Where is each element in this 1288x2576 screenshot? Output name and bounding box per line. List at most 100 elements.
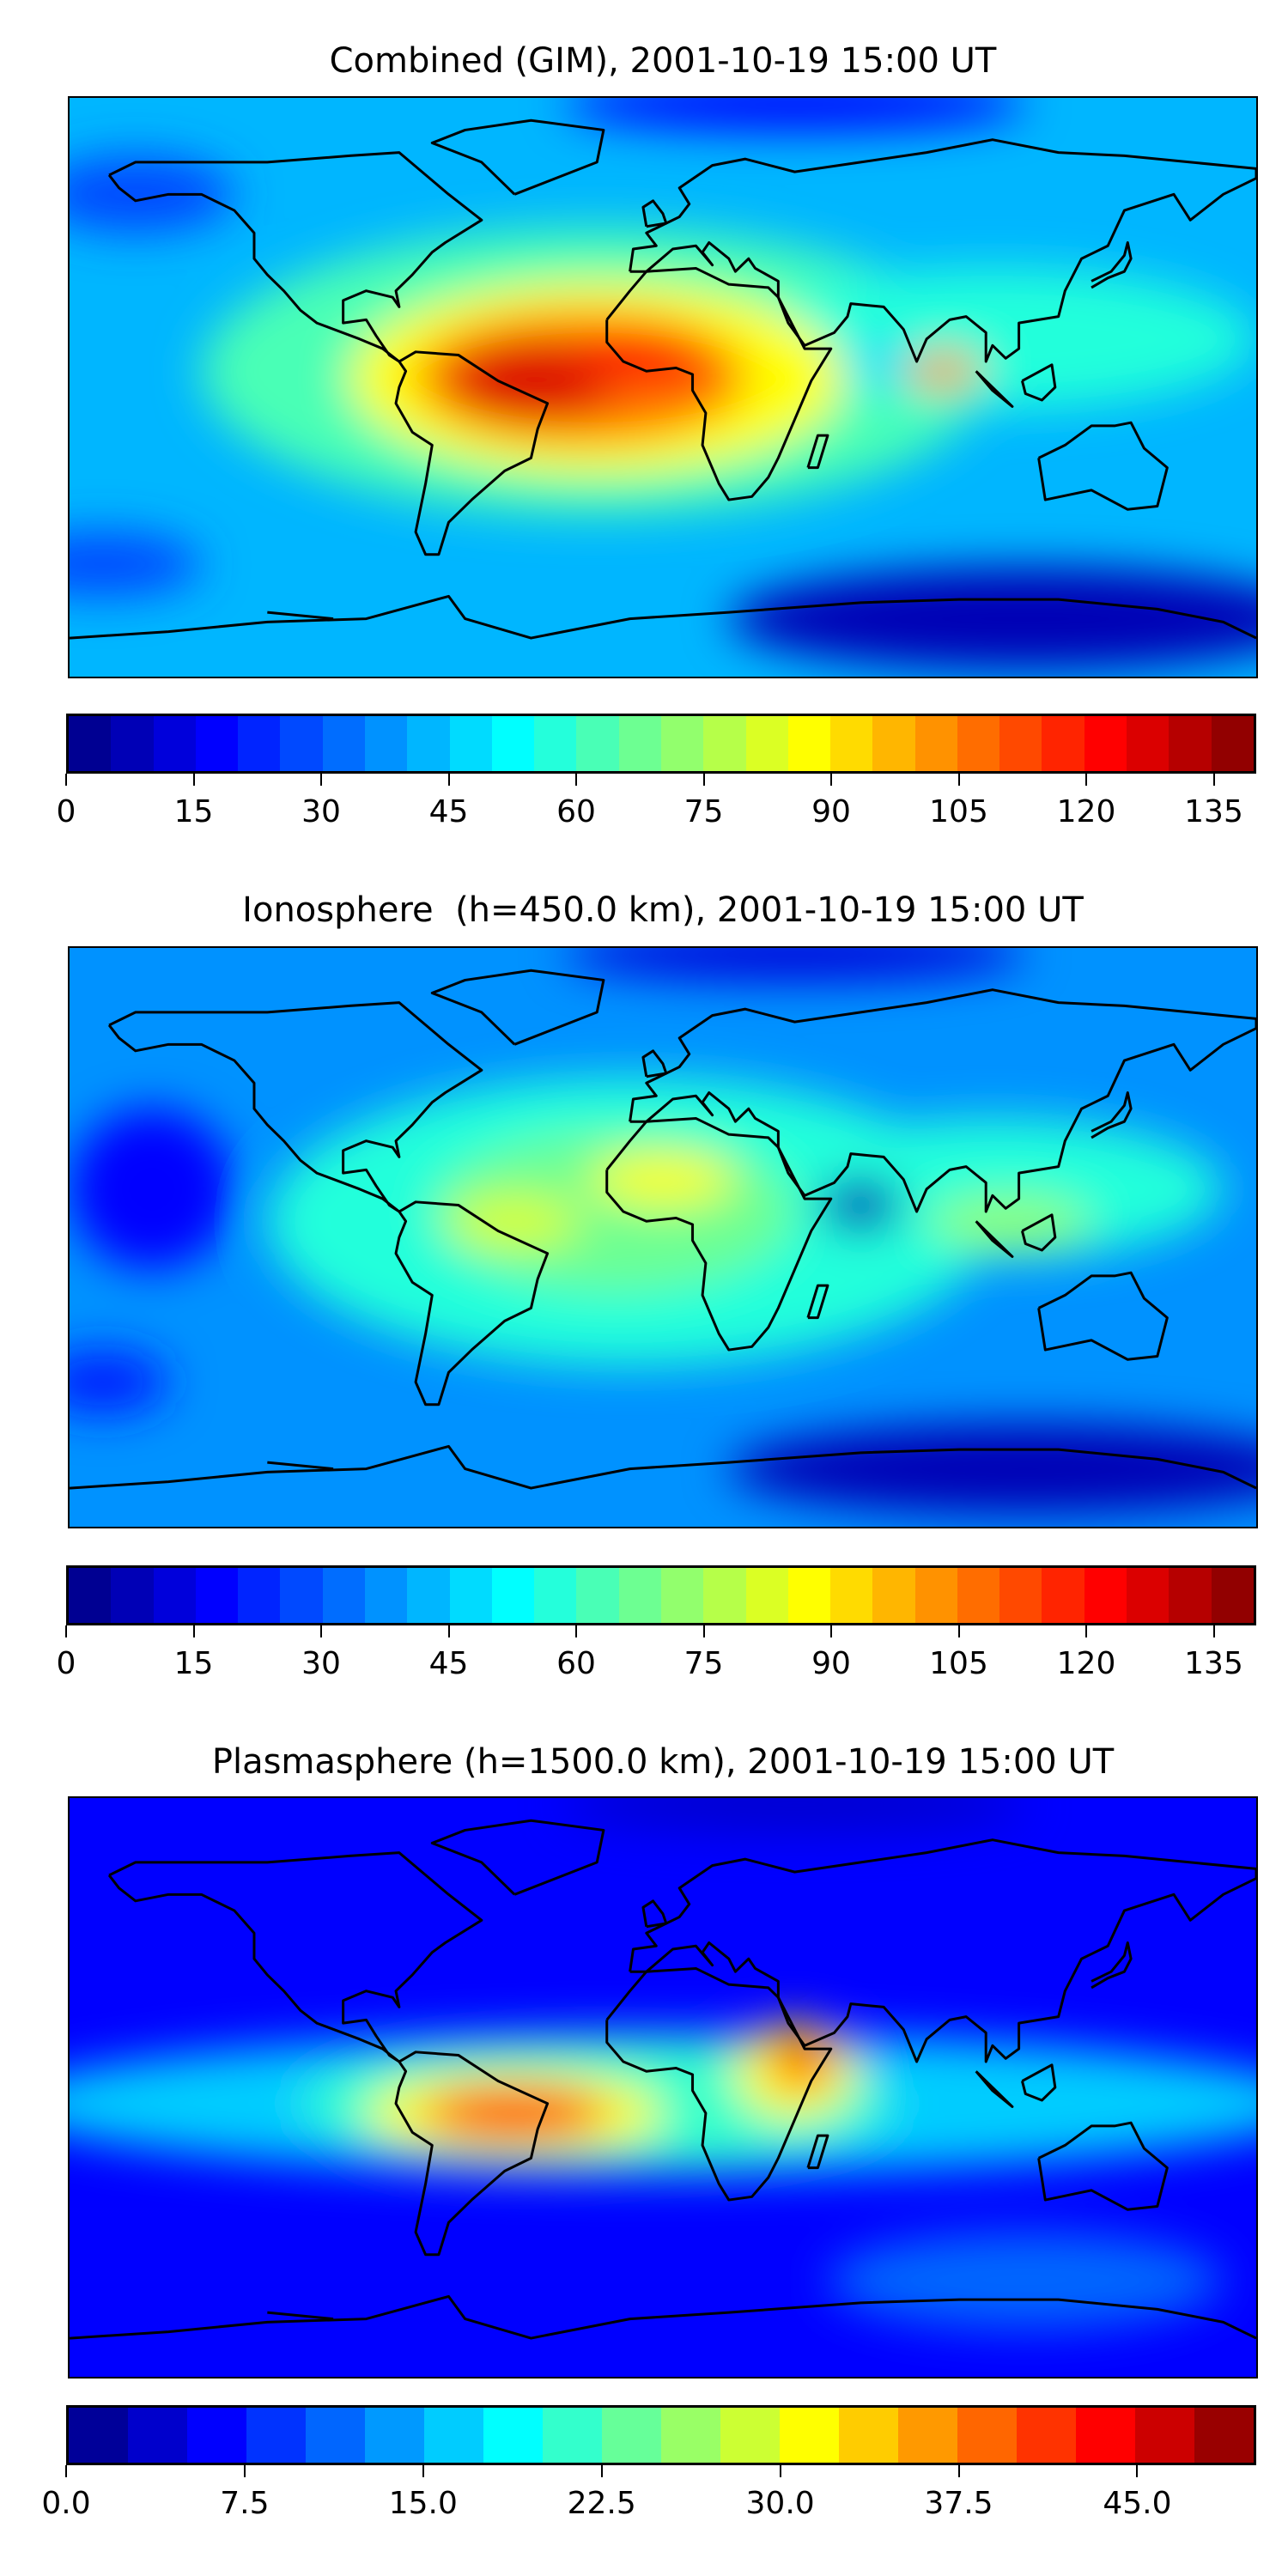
- colorbar-tick: [1212, 1625, 1215, 1637]
- colorbar-segment: [195, 1568, 239, 1623]
- colorbar-tick-label: 75: [683, 1646, 724, 1681]
- colorbar-tick: [65, 2465, 67, 2477]
- coastline: [396, 1202, 548, 1405]
- colorbar-segment: [957, 1568, 1000, 1623]
- coastline: [267, 612, 333, 618]
- field-contour-region: [70, 1109, 234, 1270]
- coastline: [432, 120, 604, 194]
- coastline: [70, 2296, 1256, 2338]
- colorbar-tick: [320, 774, 322, 786]
- field-contour-region: [422, 2087, 607, 2139]
- field-contour-region: [827, 2232, 1224, 2329]
- coastline: [109, 1003, 482, 1212]
- colorbar-segment: [111, 1568, 154, 1623]
- colorbar-segment: [1084, 716, 1127, 771]
- colorbar-segment: [745, 1568, 788, 1623]
- field-contour-region: [844, 342, 910, 381]
- colorbar-segment: [322, 1568, 365, 1623]
- colorbar-tick: [447, 1625, 450, 1637]
- colorbar-tick-label: 15: [173, 794, 214, 829]
- colorbar-segment: [660, 716, 704, 771]
- colorbar-segment: [1211, 1568, 1254, 1623]
- colorbar-segment: [780, 2408, 839, 2463]
- panel-3-colorbar-ticks: 0.0 7.5 15.0 22.5 30.0 37.5 45.0: [41, 2465, 1256, 2534]
- coastline: [70, 596, 1256, 638]
- colorbar-segment: [69, 716, 112, 771]
- colorbar-segment: [999, 716, 1042, 771]
- colorbar-segment: [898, 2408, 957, 2463]
- colorbar-segment: [576, 1568, 619, 1623]
- colorbar-segment: [280, 716, 323, 771]
- colorbar-segment: [491, 1568, 535, 1623]
- coastline: [396, 2052, 548, 2255]
- colorbar-segment: [1017, 2408, 1076, 2463]
- colorbar-segment: [1042, 1568, 1084, 1623]
- coastline: [109, 1853, 482, 2062]
- panel-3-colorbar: [66, 2405, 1256, 2465]
- colorbar-segment: [246, 2408, 306, 2463]
- colorbar-tick-label: 60: [556, 794, 596, 829]
- colorbar-segment: [280, 1568, 323, 1623]
- colorbar-tick: [830, 1625, 832, 1637]
- coastline: [1091, 243, 1131, 288]
- map-svg: [70, 98, 1256, 677]
- colorbar-tick: [830, 774, 832, 786]
- coastline: [267, 1462, 333, 1468]
- panel-1-colorbar-ticks: 0 15 30 45 60 75 90 105 120 135: [57, 774, 1256, 842]
- colorbar-segment: [449, 1568, 492, 1623]
- colorbar-segment: [153, 716, 196, 771]
- colorbar-segment: [424, 2408, 483, 2463]
- colorbar-segment: [618, 716, 661, 771]
- colorbar-segment: [914, 716, 957, 771]
- panel-3-title: Plasmasphere (h=1500.0 km), 2001-10-19 1…: [211, 1742, 1115, 1782]
- coastline: [70, 1446, 1256, 1488]
- colorbar-segment: [491, 716, 535, 771]
- colorbar-tick: [192, 1625, 195, 1637]
- colorbar-tick-label: 7.5: [220, 2486, 270, 2521]
- coastline: [630, 140, 1256, 361]
- coastline: [643, 1051, 666, 1077]
- field-contour-region: [927, 1195, 1092, 1248]
- colorbar-tick-label: 22.5: [567, 2486, 636, 2521]
- coastline: [643, 201, 666, 227]
- colorbar-segment: [872, 1568, 915, 1623]
- colorbar-tick-label: 15.0: [388, 2486, 458, 2521]
- coastline: [808, 1285, 828, 1317]
- colorbar-tick-label: 135: [1184, 1646, 1243, 1681]
- map-svg: [70, 1798, 1256, 2377]
- colorbar-segment: [364, 716, 408, 771]
- coastline: [630, 990, 1256, 1212]
- colorbar-tick: [65, 1625, 67, 1637]
- colorbar-tick-label: 120: [1056, 1646, 1116, 1681]
- coastline: [1022, 365, 1054, 400]
- coastline: [808, 2136, 828, 2167]
- colorbar-segment: [957, 2408, 1017, 2463]
- colorbar-segment: [957, 716, 1000, 771]
- colorbar-tick: [243, 2465, 246, 2477]
- colorbar-segment: [787, 716, 831, 771]
- colorbar-segment: [111, 716, 154, 771]
- colorbar-tick: [957, 1625, 960, 1637]
- colorbar-segment: [322, 716, 365, 771]
- colorbar-segment: [1169, 716, 1212, 771]
- colorbar-tick: [600, 2465, 603, 2477]
- colorbar-segment: [830, 1568, 873, 1623]
- colorbar-tick: [957, 2465, 960, 2477]
- colorbar-segment: [365, 2408, 424, 2463]
- panel-2-colorbar: [66, 1565, 1256, 1625]
- colorbar-segment: [576, 716, 619, 771]
- coastline: [432, 970, 604, 1044]
- colorbar-tick: [65, 774, 67, 786]
- colorbar-segment: [306, 2408, 365, 2463]
- colorbar-tick: [320, 1625, 322, 1637]
- panel-2-title: Ionosphere (h=450.0 km), 2001-10-19 15:0…: [242, 890, 1084, 930]
- colorbar-tick-label: 105: [929, 1646, 988, 1681]
- coastline: [607, 1118, 831, 1350]
- panel-1-map: [68, 96, 1258, 678]
- panel-3-map: [68, 1796, 1258, 2379]
- panel-2-colorbar-ticks: 0 15 30 45 60 75 90 105 120 135: [57, 1625, 1256, 1694]
- colorbar-tick-label: 45.0: [1103, 2486, 1172, 2521]
- colorbar-segment: [195, 716, 239, 771]
- field-contour-region: [590, 1153, 736, 1206]
- field-contour-region: [728, 567, 1256, 671]
